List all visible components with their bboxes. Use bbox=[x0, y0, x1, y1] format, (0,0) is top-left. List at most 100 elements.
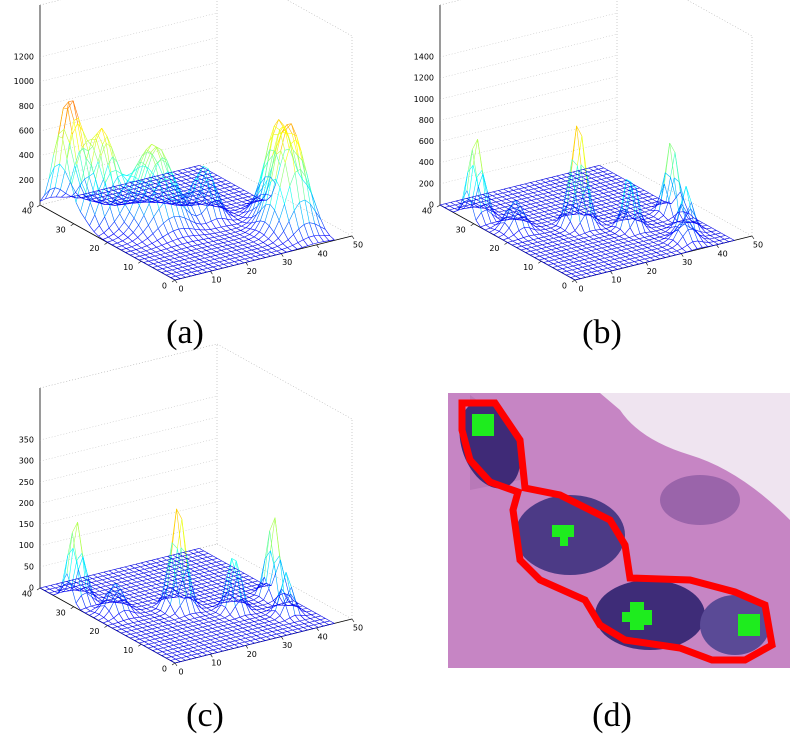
mesh-line bbox=[101, 200, 106, 204]
mesh-line bbox=[129, 636, 136, 639]
mesh-line bbox=[570, 172, 577, 195]
mesh-line bbox=[598, 215, 604, 219]
mesh-line bbox=[656, 252, 661, 256]
mesh-line bbox=[540, 250, 547, 253]
mesh-line bbox=[126, 246, 132, 249]
mesh-line bbox=[635, 206, 641, 210]
mesh-line bbox=[221, 250, 227, 254]
mesh-line bbox=[120, 200, 127, 203]
mesh-line bbox=[653, 216, 659, 220]
mesh-line bbox=[167, 193, 174, 196]
mesh-line bbox=[145, 250, 151, 254]
mesh-line bbox=[679, 223, 685, 228]
z-tick-label: 0 bbox=[429, 201, 434, 210]
mesh-line bbox=[170, 203, 176, 206]
mesh-line bbox=[561, 178, 566, 182]
mesh-line bbox=[229, 210, 235, 214]
mesh-line bbox=[86, 583, 91, 587]
mesh-line bbox=[203, 238, 209, 240]
mesh-line bbox=[677, 236, 684, 245]
mesh-line bbox=[158, 597, 164, 600]
mesh-line bbox=[542, 193, 548, 197]
mesh-line bbox=[170, 250, 177, 253]
mesh-line bbox=[527, 192, 534, 195]
mesh-line bbox=[279, 125, 285, 130]
mesh-line bbox=[604, 257, 610, 261]
mesh-line bbox=[537, 193, 544, 196]
mesh-line bbox=[210, 612, 216, 615]
mesh-line bbox=[624, 227, 631, 235]
mesh-line bbox=[549, 184, 555, 188]
mesh-line bbox=[210, 228, 216, 230]
mesh-line bbox=[104, 589, 110, 593]
mesh-line bbox=[71, 195, 78, 197]
mesh-line bbox=[719, 235, 726, 238]
mesh-line bbox=[549, 255, 556, 258]
mesh-line bbox=[496, 196, 503, 199]
mesh-line bbox=[133, 617, 139, 622]
mesh-line bbox=[476, 197, 482, 200]
mesh-line bbox=[151, 584, 157, 586]
mesh-line bbox=[642, 243, 649, 246]
mesh-line bbox=[117, 578, 123, 580]
mesh-line bbox=[581, 176, 587, 180]
mesh-line bbox=[214, 235, 220, 238]
mesh-line bbox=[301, 160, 308, 186]
mesh-line bbox=[81, 595, 87, 609]
mesh-line bbox=[254, 641, 261, 644]
mesh-line bbox=[578, 213, 584, 216]
mesh-line bbox=[202, 604, 207, 609]
mesh-line bbox=[163, 218, 169, 224]
mesh-line bbox=[172, 240, 178, 246]
mesh-line bbox=[122, 188, 129, 193]
mesh-line bbox=[170, 183, 175, 187]
mesh-line bbox=[512, 193, 518, 197]
mesh-line bbox=[263, 238, 269, 243]
mesh-line bbox=[187, 265, 193, 269]
mesh-line bbox=[643, 218, 649, 220]
mesh-line bbox=[146, 151, 153, 155]
mesh-line bbox=[660, 233, 665, 236]
mesh-line bbox=[574, 278, 581, 281]
mesh-line bbox=[169, 198, 175, 201]
mesh-line bbox=[199, 642, 205, 646]
mesh-line bbox=[86, 578, 93, 581]
mesh-line bbox=[118, 187, 125, 190]
mesh-line bbox=[616, 246, 623, 249]
mesh-line bbox=[602, 196, 608, 200]
mesh-line bbox=[505, 202, 511, 206]
mesh-line bbox=[179, 615, 185, 619]
mesh-line bbox=[278, 238, 284, 244]
mesh-line bbox=[312, 242, 319, 245]
mesh-line bbox=[464, 205, 470, 209]
mesh-line bbox=[227, 196, 233, 199]
mesh-line bbox=[228, 241, 234, 245]
mesh-line bbox=[546, 176, 552, 179]
mesh-line bbox=[272, 238, 279, 244]
mesh-line bbox=[639, 187, 645, 191]
mesh-line bbox=[192, 268, 198, 272]
mesh-line bbox=[523, 211, 530, 214]
mesh-line bbox=[123, 618, 129, 621]
mesh-line bbox=[121, 243, 128, 247]
mesh-line bbox=[161, 586, 168, 597]
mesh-line bbox=[72, 123, 78, 135]
mesh-line bbox=[225, 204, 232, 207]
mesh-line bbox=[257, 244, 263, 248]
mesh-line bbox=[146, 582, 152, 586]
mesh-line bbox=[154, 591, 160, 595]
mesh-line bbox=[213, 262, 219, 266]
mesh-line bbox=[184, 616, 190, 620]
mesh-line bbox=[626, 200, 633, 203]
mesh-line bbox=[454, 208, 459, 211]
mesh-line bbox=[163, 642, 170, 645]
mesh-line bbox=[265, 255, 271, 258]
mesh-line bbox=[627, 196, 633, 199]
mesh-line bbox=[173, 230, 179, 240]
mesh-line bbox=[673, 216, 679, 222]
mesh-line bbox=[72, 134, 78, 164]
mesh-line bbox=[135, 589, 140, 593]
mesh-line bbox=[513, 188, 519, 191]
mesh-line bbox=[222, 649, 229, 652]
mesh-line bbox=[588, 167, 594, 171]
